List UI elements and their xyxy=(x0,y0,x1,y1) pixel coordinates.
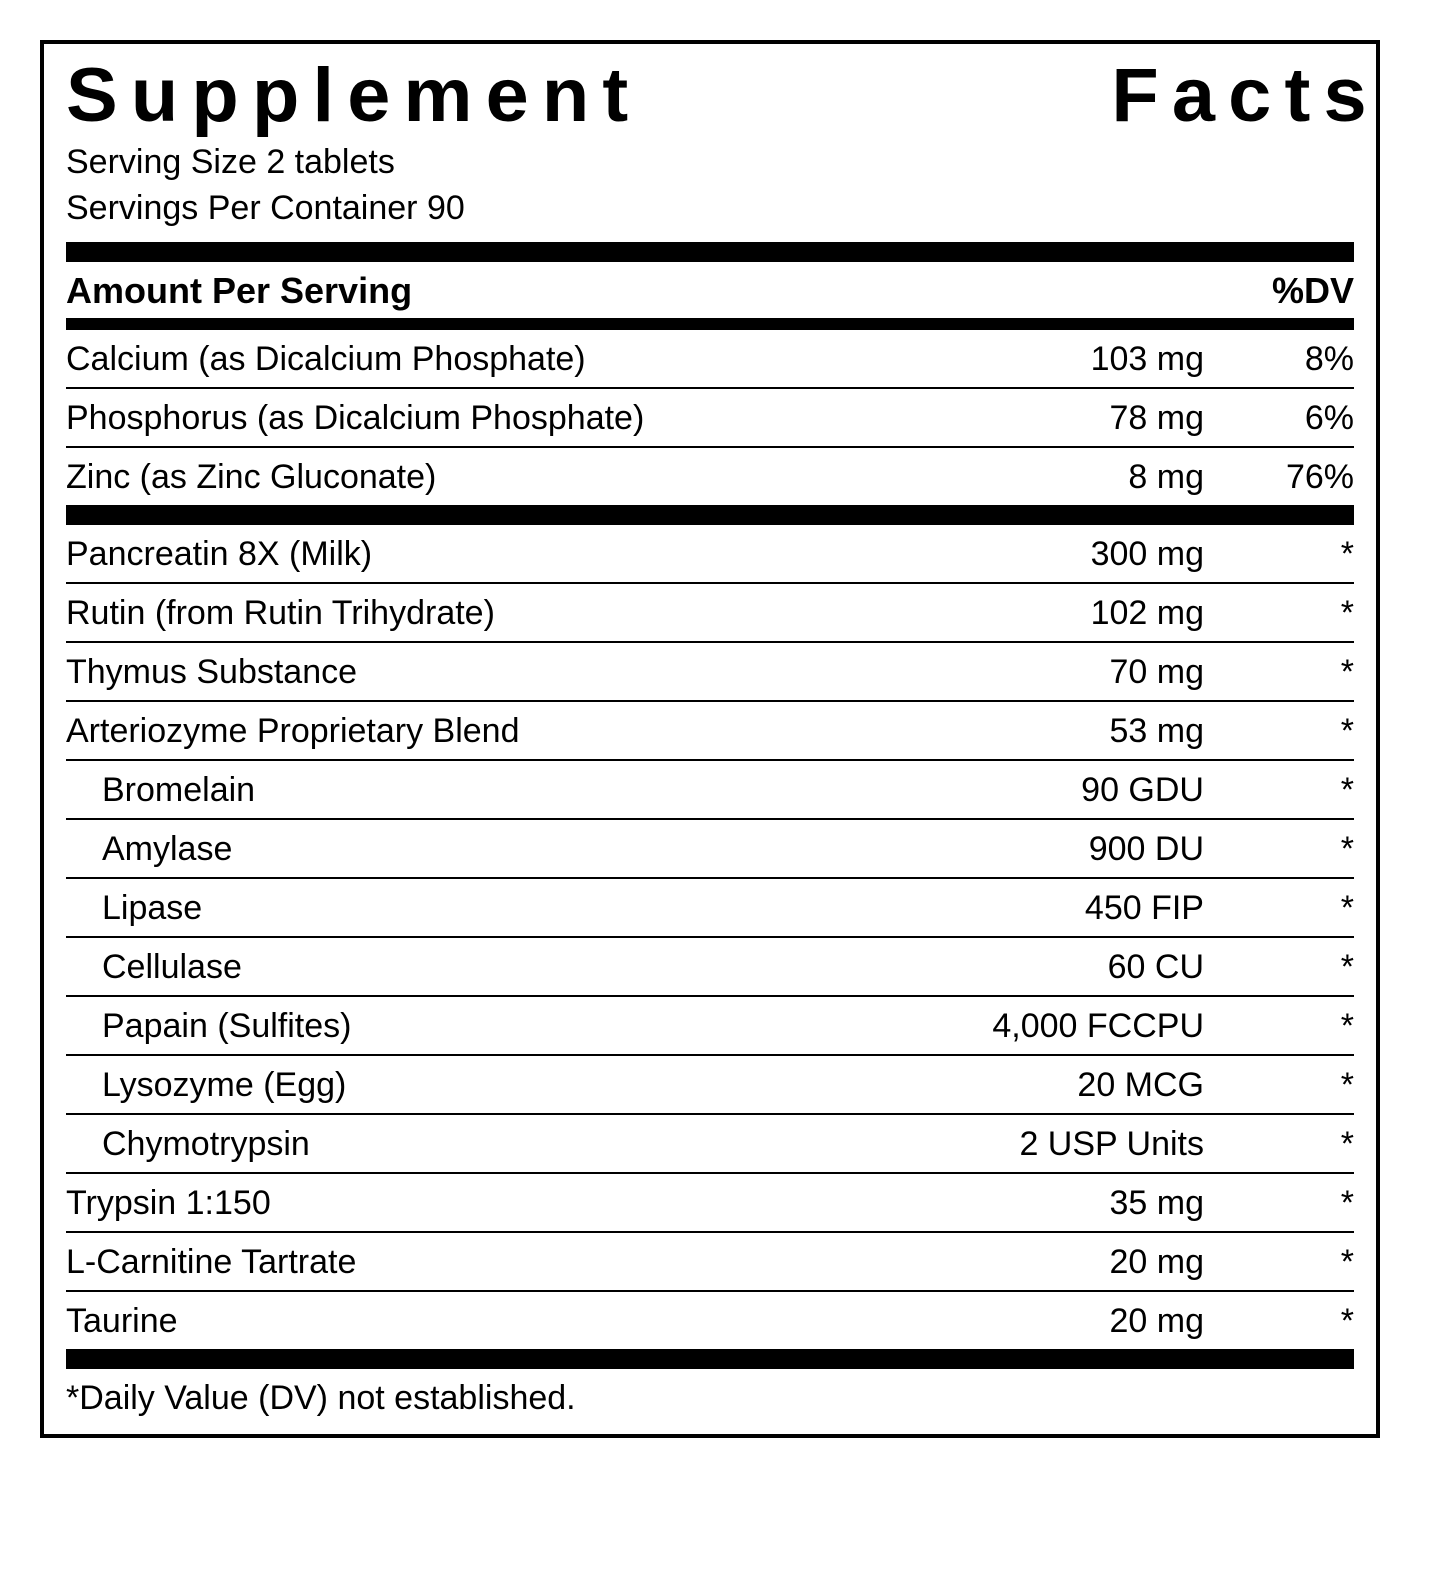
nutrient-amount: 20 MCG xyxy=(884,1055,1244,1114)
supplement-facts-panel: Supplement Facts Serving Size 2 tablets … xyxy=(40,40,1380,1438)
nutrient-amount: 450 FIP xyxy=(884,878,1244,937)
header-dv: %DV xyxy=(1272,270,1354,312)
nutrient-name: Calcium (as Dicalcium Phosphate) xyxy=(66,330,884,388)
table-row: Arteriozyme Proprietary Blend53 mg* xyxy=(66,701,1354,760)
nutrient-amount: 90 GDU xyxy=(884,760,1244,819)
nutrient-amount: 60 CU xyxy=(884,937,1244,996)
nutrient-amount: 70 mg xyxy=(884,642,1244,701)
nutrient-name: Trypsin 1:150 xyxy=(66,1173,884,1232)
nutrient-dv: * xyxy=(1244,819,1354,878)
nutrient-dv: * xyxy=(1244,1055,1354,1114)
table-row: Chymotrypsin2 USP Units* xyxy=(66,1114,1354,1173)
nutrient-name: Papain (Sulfites) xyxy=(66,996,884,1055)
serving-info: Serving Size 2 tablets Servings Per Cont… xyxy=(66,140,1354,232)
nutrients-section-1: Calcium (as Dicalcium Phosphate)103 mg8%… xyxy=(66,330,1354,505)
table-row: Lysozyme (Egg)20 MCG* xyxy=(66,1055,1354,1114)
serving-size: Serving Size 2 tablets xyxy=(66,140,1354,186)
divider-thick xyxy=(66,1349,1354,1369)
nutrient-dv: * xyxy=(1244,878,1354,937)
nutrient-name: Cellulase xyxy=(66,937,884,996)
nutrient-name: Lipase xyxy=(66,878,884,937)
table-row: L-Carnitine Tartrate20 mg* xyxy=(66,1232,1354,1291)
nutrient-amount: 35 mg xyxy=(884,1173,1244,1232)
nutrient-dv: 6% xyxy=(1244,388,1354,447)
nutrient-amount: 102 mg xyxy=(884,583,1244,642)
nutrient-dv: * xyxy=(1244,701,1354,760)
nutrients-section-2: Pancreatin 8X (Milk)300 mg*Rutin (from R… xyxy=(66,525,1354,1349)
nutrient-dv: * xyxy=(1244,1291,1354,1349)
table-row: Taurine20 mg* xyxy=(66,1291,1354,1349)
servings-per-container: Servings Per Container 90 xyxy=(66,186,1354,232)
nutrient-name: L-Carnitine Tartrate xyxy=(66,1232,884,1291)
divider-thick xyxy=(66,505,1354,525)
nutrient-name: Zinc (as Zinc Gluconate) xyxy=(66,447,884,505)
nutrient-name: Lysozyme (Egg) xyxy=(66,1055,884,1114)
table-row: Calcium (as Dicalcium Phosphate)103 mg8% xyxy=(66,330,1354,388)
nutrient-dv: * xyxy=(1244,1114,1354,1173)
divider-thick xyxy=(66,242,1354,262)
nutrient-amount: 78 mg xyxy=(884,388,1244,447)
nutrient-amount: 103 mg xyxy=(884,330,1244,388)
nutrient-dv: 8% xyxy=(1244,330,1354,388)
nutrient-dv: * xyxy=(1244,1173,1354,1232)
nutrient-name: Bromelain xyxy=(66,760,884,819)
nutrient-dv: * xyxy=(1244,996,1354,1055)
nutrient-dv: * xyxy=(1244,583,1354,642)
table-row: Amylase900 DU* xyxy=(66,819,1354,878)
table-row: Thymus Substance70 mg* xyxy=(66,642,1354,701)
footnote: *Daily Value (DV) not established. xyxy=(66,1369,1354,1424)
panel-title: Supplement Facts xyxy=(66,58,1380,134)
table-row: Phosphorus (as Dicalcium Phosphate)78 mg… xyxy=(66,388,1354,447)
nutrient-dv: * xyxy=(1244,1232,1354,1291)
table-row: Cellulase60 CU* xyxy=(66,937,1354,996)
table-header: Amount Per Serving %DV xyxy=(66,262,1354,318)
nutrient-name: Rutin (from Rutin Trihydrate) xyxy=(66,583,884,642)
nutrient-dv: * xyxy=(1244,525,1354,583)
table-row: Pancreatin 8X (Milk)300 mg* xyxy=(66,525,1354,583)
table-row: Lipase450 FIP* xyxy=(66,878,1354,937)
nutrient-amount: 300 mg xyxy=(884,525,1244,583)
nutrient-amount: 4,000 FCCPU xyxy=(884,996,1244,1055)
nutrient-name: Arteriozyme Proprietary Blend xyxy=(66,701,884,760)
nutrient-amount: 20 mg xyxy=(884,1291,1244,1349)
nutrient-name: Thymus Substance xyxy=(66,642,884,701)
header-amount-per-serving: Amount Per Serving xyxy=(66,270,412,312)
nutrient-dv: * xyxy=(1244,937,1354,996)
nutrient-amount: 20 mg xyxy=(884,1232,1244,1291)
nutrient-name: Chymotrypsin xyxy=(66,1114,884,1173)
table-row: Trypsin 1:15035 mg* xyxy=(66,1173,1354,1232)
nutrient-name: Taurine xyxy=(66,1291,884,1349)
divider-medium xyxy=(66,318,1354,330)
table-row: Papain (Sulfites)4,000 FCCPU* xyxy=(66,996,1354,1055)
nutrient-dv: * xyxy=(1244,760,1354,819)
table-row: Zinc (as Zinc Gluconate)8 mg76% xyxy=(66,447,1354,505)
nutrient-name: Phosphorus (as Dicalcium Phosphate) xyxy=(66,388,884,447)
table-row: Rutin (from Rutin Trihydrate)102 mg* xyxy=(66,583,1354,642)
nutrient-amount: 2 USP Units xyxy=(884,1114,1244,1173)
nutrient-amount: 8 mg xyxy=(884,447,1244,505)
nutrient-dv: * xyxy=(1244,642,1354,701)
nutrient-dv: 76% xyxy=(1244,447,1354,505)
nutrient-name: Pancreatin 8X (Milk) xyxy=(66,525,884,583)
table-row: Bromelain90 GDU* xyxy=(66,760,1354,819)
nutrient-name: Amylase xyxy=(66,819,884,878)
nutrient-amount: 53 mg xyxy=(884,701,1244,760)
nutrient-amount: 900 DU xyxy=(884,819,1244,878)
